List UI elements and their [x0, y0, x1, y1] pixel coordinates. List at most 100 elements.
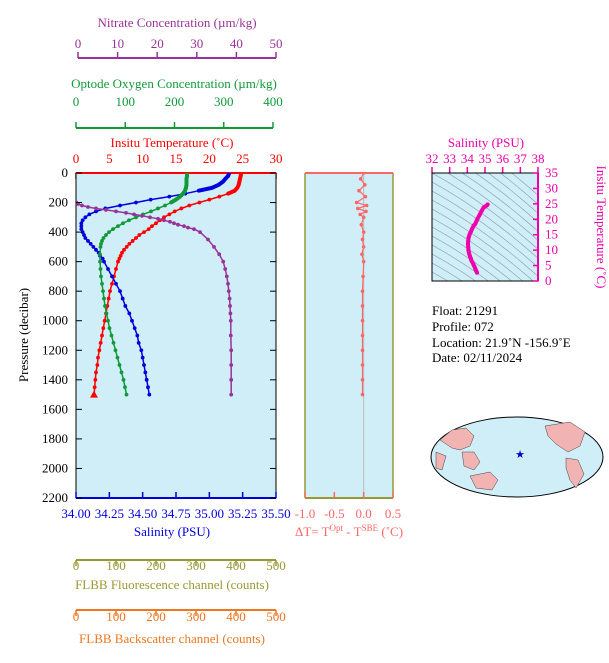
delta-t-axis: -1.0 -0.5 0.0 0.5: [295, 492, 401, 521]
ts-point: [466, 235, 471, 240]
optode-oxygen-concentration-point: [117, 363, 122, 367]
optode-oxygen-concentration-point: [115, 355, 120, 360]
nitrate-concentration-point: [192, 227, 196, 232]
insitu-temperature-point: [95, 363, 100, 367]
pressure-tick-label: 800: [49, 283, 69, 298]
nitrate-concentration-point: [168, 219, 172, 224]
insitu-temperature-point: [154, 221, 158, 226]
nitrate-axis: Nitrate Concentration (µm/kg) 0 10 20 30 40 5…: [75, 15, 283, 59]
nitrate-concentration-point: [229, 392, 234, 397]
insitu-temperature-point: [130, 239, 135, 243]
nitrate-concentration-point: [206, 237, 210, 242]
nitrate-concentration-point: [228, 304, 232, 308]
salinity-point: [136, 340, 141, 345]
backscatter-tick-label: 400: [226, 609, 246, 624]
delta-t-point: [360, 392, 365, 397]
optode-oxygen-concentration-point: [111, 227, 115, 232]
nitrate-concentration-point: [148, 215, 152, 220]
ts-point: [467, 232, 472, 237]
density-contour: [461, 173, 538, 232]
map-land-north-america: [544, 421, 586, 453]
optode-oxygen-concentration-point: [98, 252, 102, 257]
backscatter-tick-label: 500: [266, 609, 286, 624]
delta-t-point: [360, 318, 365, 323]
delta-t-tick-label: 0.0: [356, 506, 372, 521]
pressure-tick-label: 1800: [42, 431, 68, 446]
salinity-point: [135, 333, 140, 338]
inset-salinity-tick-label: 37: [514, 151, 528, 166]
density-contour: [432, 217, 524, 281]
insitu-temperature-point: [101, 326, 106, 331]
salinity-point: [82, 233, 86, 237]
salinity-point: [147, 392, 152, 397]
delta-t-point: [360, 304, 365, 308]
salinity-point: [110, 274, 114, 279]
insitu-temperature-point: [172, 209, 177, 214]
nitrate-concentration-point: [156, 216, 160, 221]
inset-temperature-tick-label: 5: [545, 258, 552, 273]
backscatter-tick-label: 100: [106, 609, 126, 624]
nitrate-concentration-point: [217, 252, 222, 257]
nitrate-concentration-point: [198, 230, 202, 234]
inset-salinity-axis: 32 33 34 35 36 37 38: [426, 151, 545, 173]
nitrate-tick-label: 0: [75, 36, 82, 51]
nitrate-concentration-point: [186, 225, 190, 230]
fluorescence-axis-label: FLBB Fluorescence channel (counts): [75, 577, 269, 592]
location: Location: 21.9˚N -156.9˚E: [432, 335, 571, 350]
density-contour: [499, 173, 538, 205]
nitrate-concentration-point: [224, 274, 229, 279]
insitu-temperature-point: [97, 348, 102, 353]
pressure-tick-label: 2000: [42, 460, 68, 475]
salinity-point: [91, 244, 96, 249]
nitrate-concentration-point: [140, 213, 144, 218]
insitu-temperature-point: [94, 370, 98, 375]
insitu-temperature-point: [116, 259, 120, 264]
delta-t-point: [360, 237, 365, 242]
float-info: Float: 21291 Profile: 072 Location: 21.9…: [432, 303, 571, 365]
oxygen-axis: Optode Oxygen Concentration (µm/kg) 0 100…: [71, 76, 283, 129]
insitu-temperature-point: [150, 224, 154, 229]
insitu-temperature-point: [197, 200, 202, 205]
insitu-temperature-point: [98, 340, 103, 345]
profile-number: Profile: 072: [432, 319, 494, 334]
salinity-tick-label: 35.00: [195, 506, 224, 521]
salinity-axis: 34.00 34.25 34.50 34.75 35.00 35.25 35.50: [61, 492, 291, 521]
delta-t-plot-area: [305, 173, 393, 498]
salinity-tick-label: 34.50: [128, 506, 157, 521]
oxygen-tick-label: 100: [116, 94, 136, 109]
temperature-tick-label: 5: [106, 151, 113, 166]
optode-oxygen-concentration-point: [98, 244, 103, 249]
inset-temperature-tick-label: 15: [545, 227, 558, 242]
fluorescence-tick-label: 0: [73, 558, 80, 573]
insitu-temperature-point: [167, 212, 172, 217]
salinity-point: [120, 296, 125, 301]
salinity-point: [100, 256, 105, 261]
optode-oxygen-concentration-point: [163, 203, 167, 208]
salinity-point: [102, 259, 106, 264]
inset-salinity-tick-label: 38: [532, 151, 545, 166]
insitu-temperature-point: [96, 355, 100, 360]
optode-oxygen-concentration-point: [111, 340, 116, 345]
salinity-point: [144, 377, 149, 382]
optode-oxygen-concentration-point: [134, 215, 138, 220]
nitrate-concentration-point: [221, 259, 226, 264]
delta-t-point: [361, 215, 366, 220]
pressure-tick-label: 400: [49, 224, 69, 239]
density-contour: [487, 173, 538, 214]
delta-t-point: [363, 194, 368, 199]
delta-t-point: [358, 177, 363, 181]
nitrate-concentration-point: [226, 289, 231, 294]
nitrate-concentration-point: [182, 224, 186, 229]
density-contour: [511, 173, 538, 196]
delta-t-tick-label: -0.5: [324, 506, 345, 521]
optode-oxygen-concentration-point: [101, 289, 105, 294]
optode-oxygen-concentration-point: [107, 230, 111, 234]
insitu-temperature-point: [118, 253, 123, 258]
delta-t-point: [358, 212, 362, 217]
nitrate-tick-label: 30: [190, 36, 203, 51]
fluorescence-tick-label: 100: [106, 558, 126, 573]
optode-oxygen-concentration-point: [99, 274, 103, 279]
insitu-temperature-point: [108, 289, 112, 294]
delta-t-point: [357, 188, 361, 193]
insitu-temperature-point: [124, 244, 129, 249]
